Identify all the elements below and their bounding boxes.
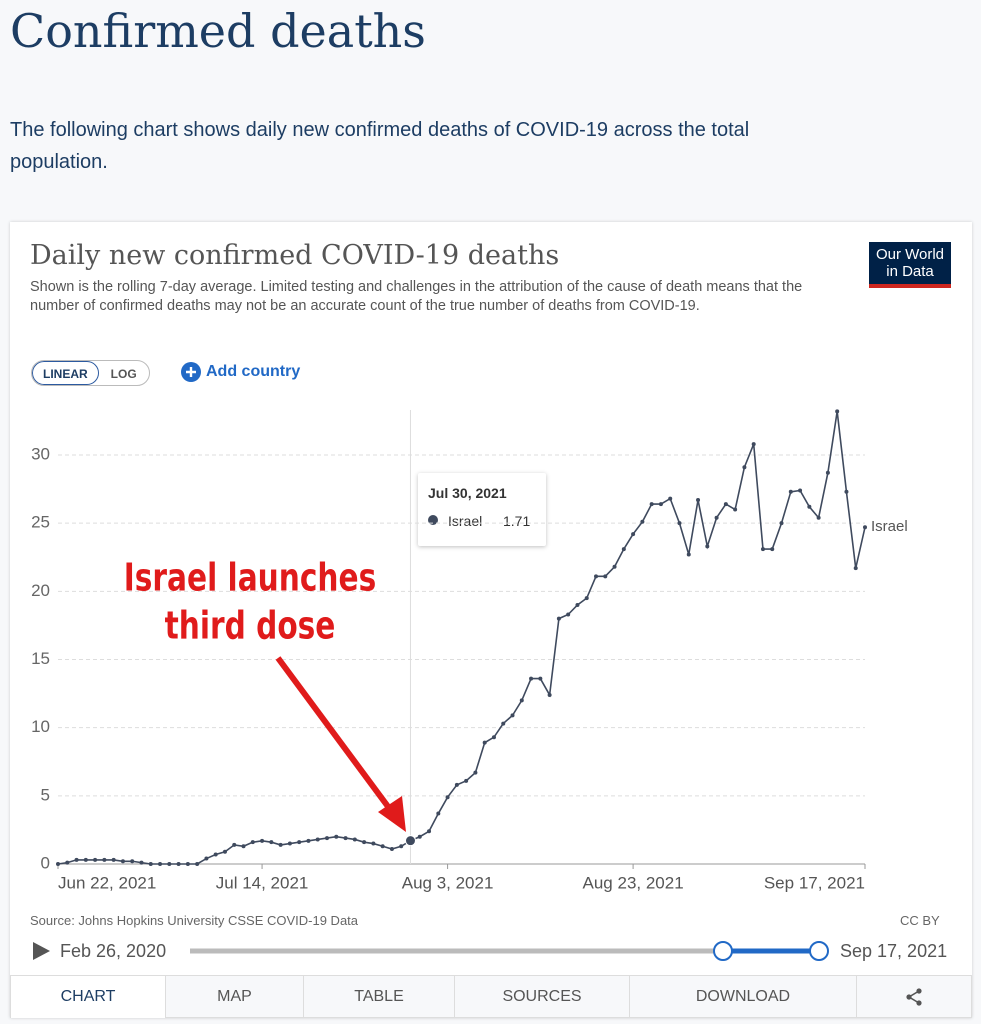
tooltip-series: Israel bbox=[448, 513, 483, 529]
page-heading: Confirmed deaths bbox=[10, 4, 426, 58]
tabs: CHART MAP TABLE SOURCES DOWNLOAD bbox=[10, 975, 972, 1018]
scale-toggle: LINEAR LOG bbox=[31, 360, 150, 386]
timeline-end: Sep 17, 2021 bbox=[840, 941, 948, 961]
tab[interactable]: TABLE bbox=[304, 975, 455, 1018]
tab[interactable]: MAP bbox=[166, 975, 304, 1018]
logo-line: in Data bbox=[886, 263, 934, 280]
timeline-start: Feb 26, 2020 bbox=[60, 941, 167, 961]
logo-line: Our World bbox=[875, 246, 945, 263]
chart-title: Daily new confirmed COVID-19 deaths bbox=[30, 240, 560, 271]
tab[interactable]: DOWNLOAD bbox=[630, 975, 857, 1018]
tooltip-title: Jul 30, 2021 bbox=[428, 485, 507, 501]
intro-text: The following chart shows daily new conf… bbox=[10, 119, 750, 173]
source: Source: Johns Hopkins University CSSE CO… bbox=[30, 913, 359, 928]
tab[interactable]: CHART bbox=[10, 975, 166, 1018]
tooltip-swatch bbox=[428, 515, 438, 525]
license: CC BY bbox=[900, 913, 940, 928]
chart-card bbox=[10, 222, 972, 1018]
linear-button[interactable]: LINEAR bbox=[32, 361, 99, 385]
share-icon bbox=[906, 987, 922, 1006]
tooltip-value: 1.71 bbox=[503, 513, 531, 529]
tooltip: Jul 30, 2021 Israel 1.71 bbox=[418, 473, 546, 546]
add-country[interactable]: Add country bbox=[180, 361, 300, 383]
tab[interactable]: SOURCES bbox=[455, 975, 630, 1018]
owid-logo[interactable]: Our World in Data bbox=[869, 242, 951, 288]
log-button[interactable]: LOG bbox=[110, 367, 137, 381]
add-country-label: Add country bbox=[206, 363, 301, 380]
chart-subtitle: Shown is the rolling 7-day average. Limi… bbox=[30, 279, 803, 314]
plus-icon bbox=[181, 362, 201, 382]
share-tab[interactable] bbox=[857, 975, 972, 1018]
